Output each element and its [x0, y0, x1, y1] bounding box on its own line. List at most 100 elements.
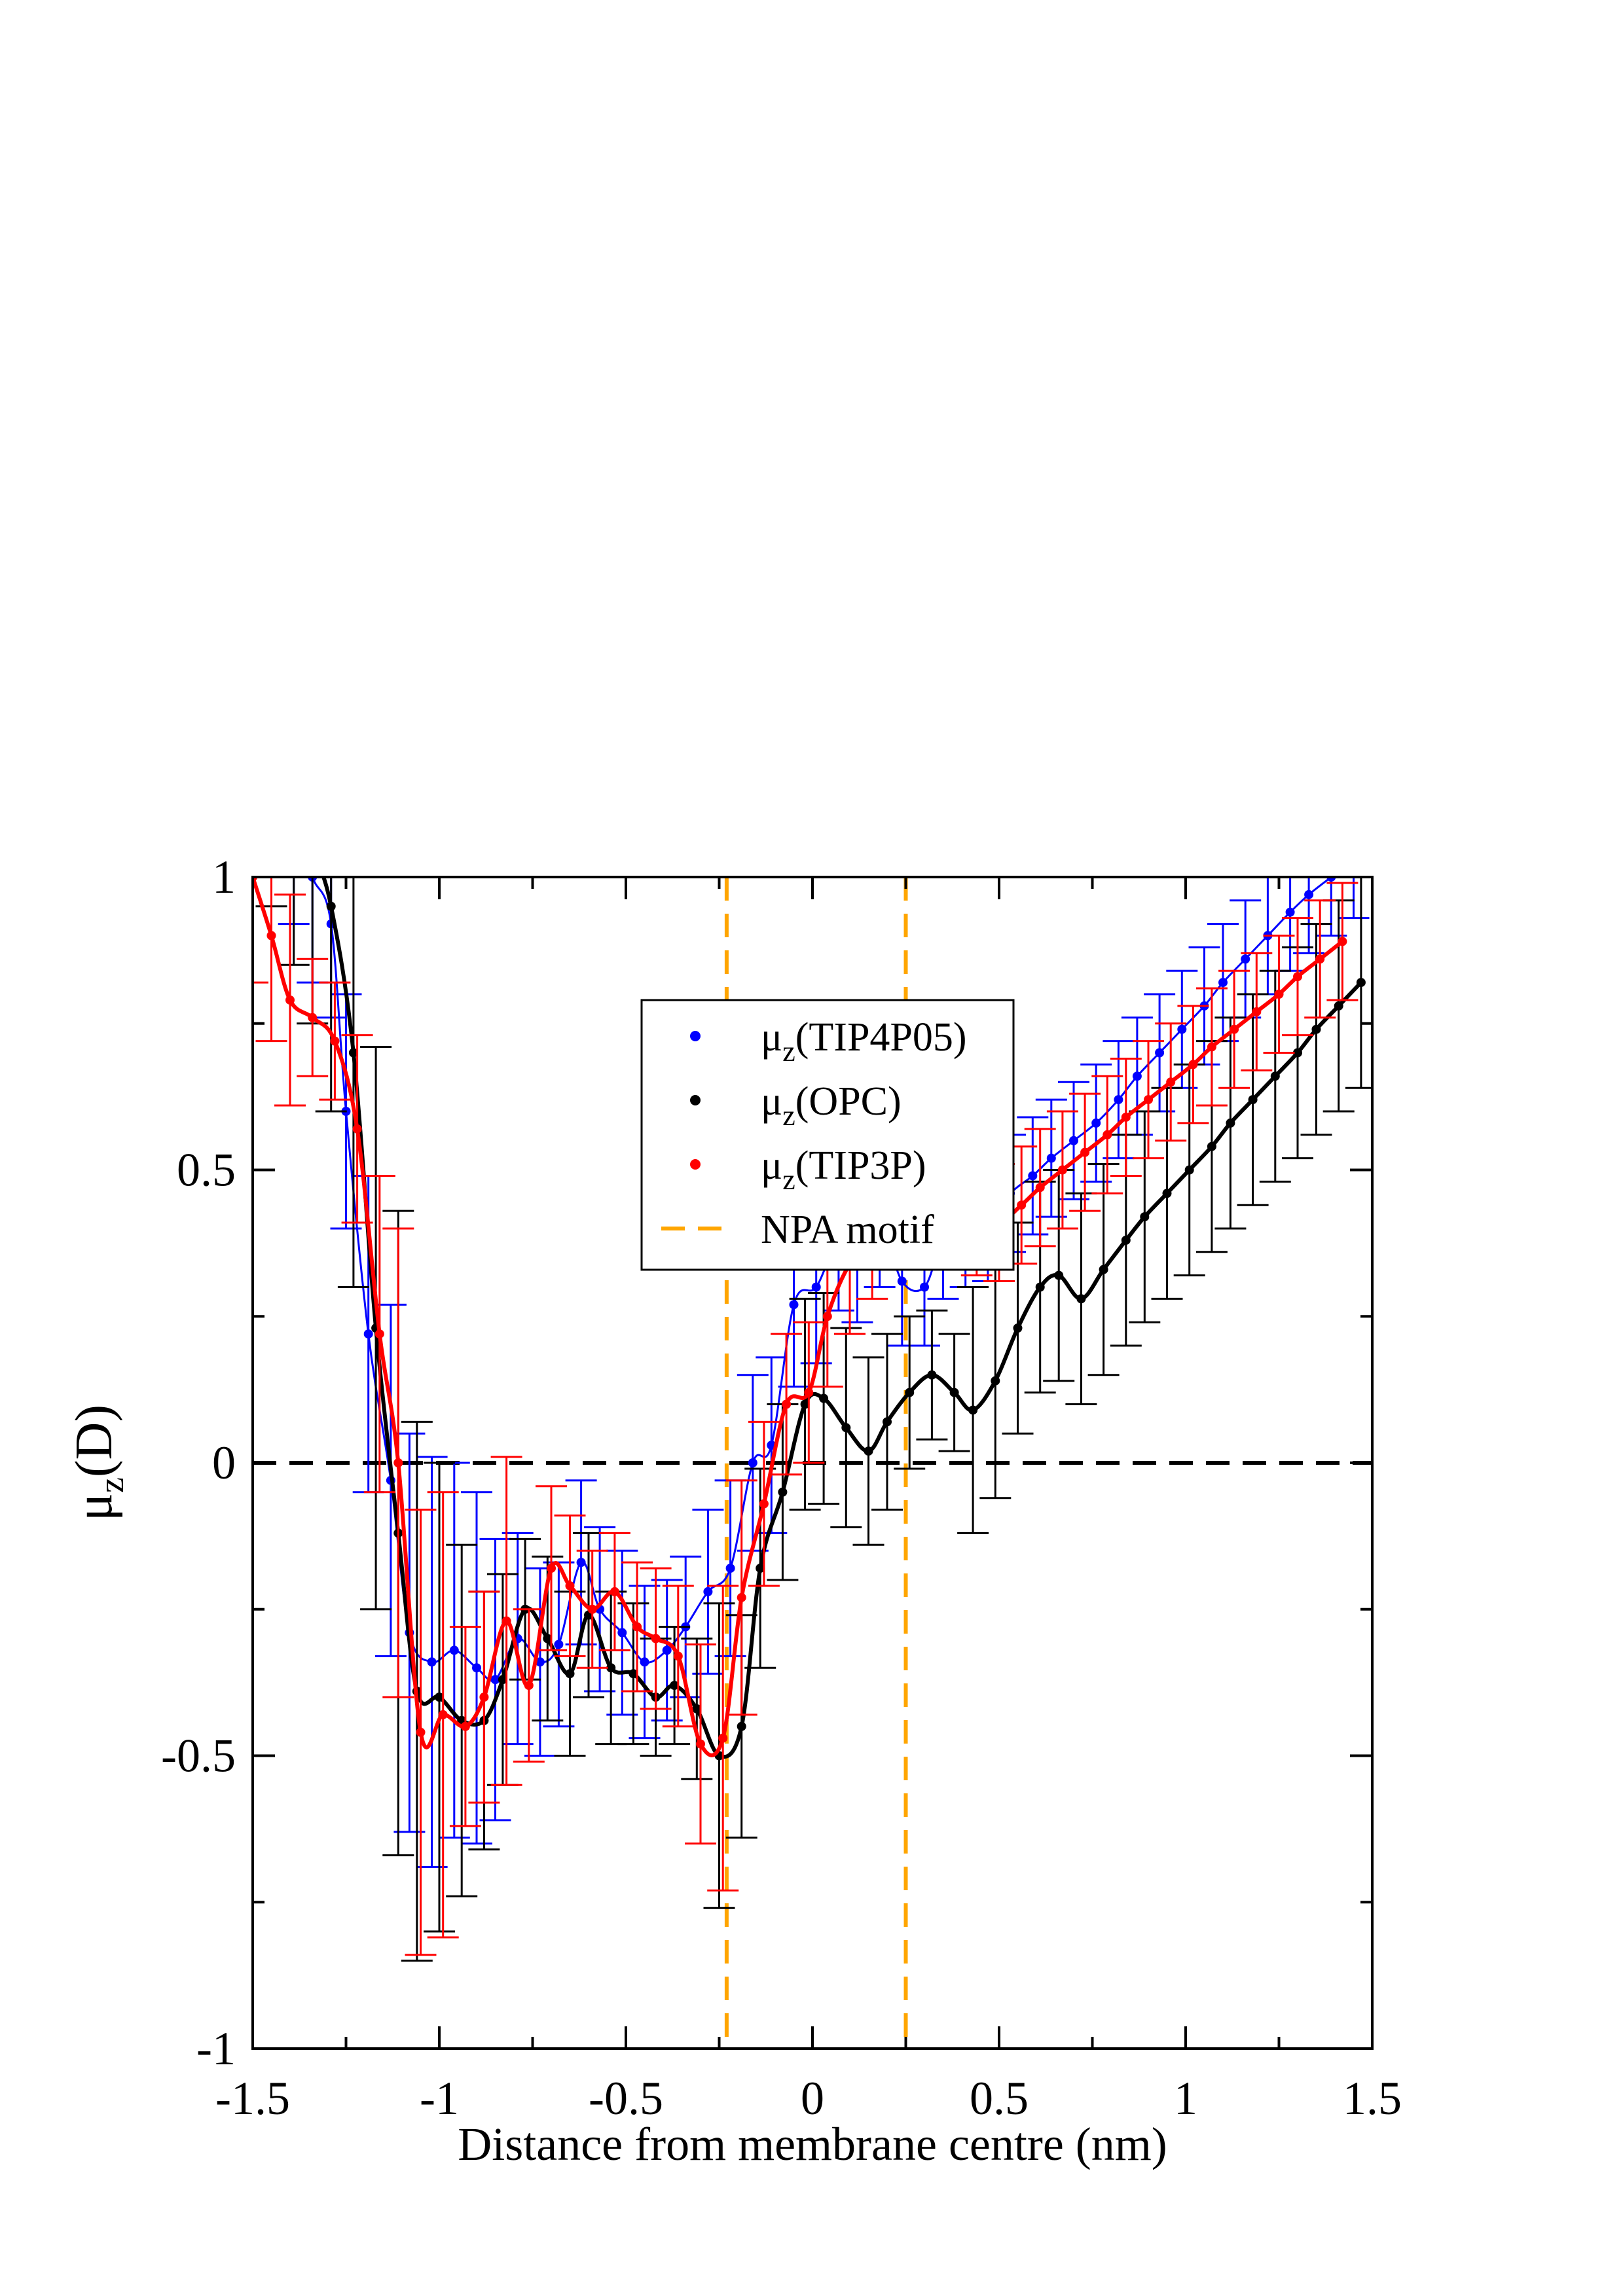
data-point — [460, 1721, 470, 1731]
data-point — [822, 1312, 832, 1321]
data-point — [1132, 1071, 1142, 1081]
x-tick-label: -1 — [420, 2072, 459, 2125]
data-point — [1166, 1077, 1176, 1087]
error-bar — [278, 877, 310, 966]
data-point — [632, 1622, 642, 1632]
data-point — [576, 1558, 586, 1568]
data-point — [1099, 1265, 1108, 1274]
data-point — [610, 1587, 619, 1596]
data-point — [587, 1604, 597, 1614]
data-point — [819, 1393, 829, 1403]
legend: μz(TIP4P05) μz(OPC) μz(TIP3P) NPA motif — [640, 999, 1015, 1271]
data-point — [1017, 1200, 1027, 1210]
data-point — [1076, 1294, 1086, 1304]
legend-marker — [690, 1031, 701, 1041]
data-point — [1103, 1130, 1112, 1139]
data-point — [393, 1458, 403, 1467]
legend-entry: μz(OPC) — [690, 1079, 902, 1132]
data-point — [718, 1733, 728, 1743]
data-point — [326, 901, 336, 911]
data-point — [1144, 1095, 1153, 1105]
data-point — [1241, 954, 1250, 964]
legend-box — [640, 999, 1015, 1271]
data-point — [1080, 1147, 1090, 1157]
y-axis-title-mu: μ — [65, 1493, 123, 1521]
y-axis-title-subscript: z — [92, 1477, 131, 1493]
data-point — [1311, 1024, 1321, 1034]
data-point — [285, 995, 295, 1005]
data-point — [1207, 1042, 1216, 1052]
x-tick-label: 0 — [801, 2072, 824, 2125]
data-point — [1035, 1183, 1045, 1193]
data-point — [1069, 1136, 1078, 1145]
legend-marker — [690, 1095, 701, 1105]
data-point — [1356, 978, 1366, 988]
data-point — [565, 1669, 575, 1679]
data-point — [1140, 1212, 1150, 1222]
data-point — [1285, 907, 1295, 917]
data-point — [789, 1300, 799, 1310]
data-point — [1338, 937, 1347, 946]
data-point — [670, 1681, 680, 1691]
data-point — [1248, 1095, 1258, 1105]
data-point — [501, 1616, 511, 1626]
data-point — [725, 1564, 735, 1573]
series-2 — [255, 877, 1372, 1962]
data-point — [547, 1564, 556, 1573]
legend-marker — [690, 1159, 701, 1170]
data-point — [266, 931, 276, 941]
x-tick-label: -1.5 — [215, 2072, 290, 2125]
data-point — [1035, 1282, 1045, 1292]
data-point — [864, 1446, 873, 1456]
data-point — [1121, 1112, 1131, 1122]
data-point — [1028, 1171, 1038, 1181]
x-axis-title: Distance from membrane centre (nm) — [458, 2118, 1167, 2170]
data-point — [498, 1675, 507, 1685]
x-tick-label: 1 — [1174, 2072, 1197, 2125]
data-point — [1177, 1024, 1187, 1034]
data-point — [363, 1329, 373, 1339]
y-tick-label: 0 — [212, 1437, 236, 1489]
legend-entry: μz(TIP4P05) — [690, 1015, 967, 1067]
data-point — [490, 1675, 500, 1685]
data-point — [1013, 1323, 1023, 1333]
data-point — [435, 1693, 444, 1702]
data-point — [554, 1640, 564, 1649]
data-point — [543, 1634, 553, 1643]
data-point — [651, 1634, 661, 1643]
data-point — [883, 1417, 892, 1427]
data-point — [703, 1587, 713, 1596]
data-point — [1121, 1235, 1131, 1245]
data-point — [1114, 1095, 1123, 1105]
data-point — [1091, 1118, 1101, 1128]
data-point — [1252, 1007, 1262, 1016]
data-point — [1218, 978, 1228, 988]
x-tick-label: -0.5 — [589, 2072, 663, 2125]
data-point — [1054, 1270, 1064, 1280]
data-point — [449, 1645, 459, 1655]
data-point — [1293, 972, 1302, 982]
data-point — [692, 1704, 702, 1713]
data-point — [374, 1329, 384, 1339]
legend-entry: μz(TIP3P) — [690, 1143, 926, 1196]
data-point — [991, 1376, 1000, 1386]
data-point — [756, 1564, 765, 1573]
y-tick-label: 1 — [212, 851, 236, 903]
data-point — [778, 1487, 788, 1497]
y-tick-label: -1 — [196, 2022, 236, 2075]
data-point — [1226, 1118, 1235, 1128]
data-point — [949, 1388, 959, 1397]
data-point — [804, 1388, 814, 1397]
data-point — [1162, 1189, 1172, 1198]
data-point — [782, 1399, 792, 1409]
data-point — [524, 1681, 534, 1691]
data-point — [1315, 954, 1325, 964]
data-point — [1155, 1048, 1165, 1058]
y-axis-title-unit: (D) — [65, 1405, 123, 1477]
data-point — [479, 1693, 489, 1702]
data-point — [535, 1657, 545, 1667]
error-bar — [253, 877, 268, 984]
data-point — [897, 1276, 907, 1286]
data-point — [968, 1405, 978, 1415]
data-point — [416, 1727, 426, 1737]
